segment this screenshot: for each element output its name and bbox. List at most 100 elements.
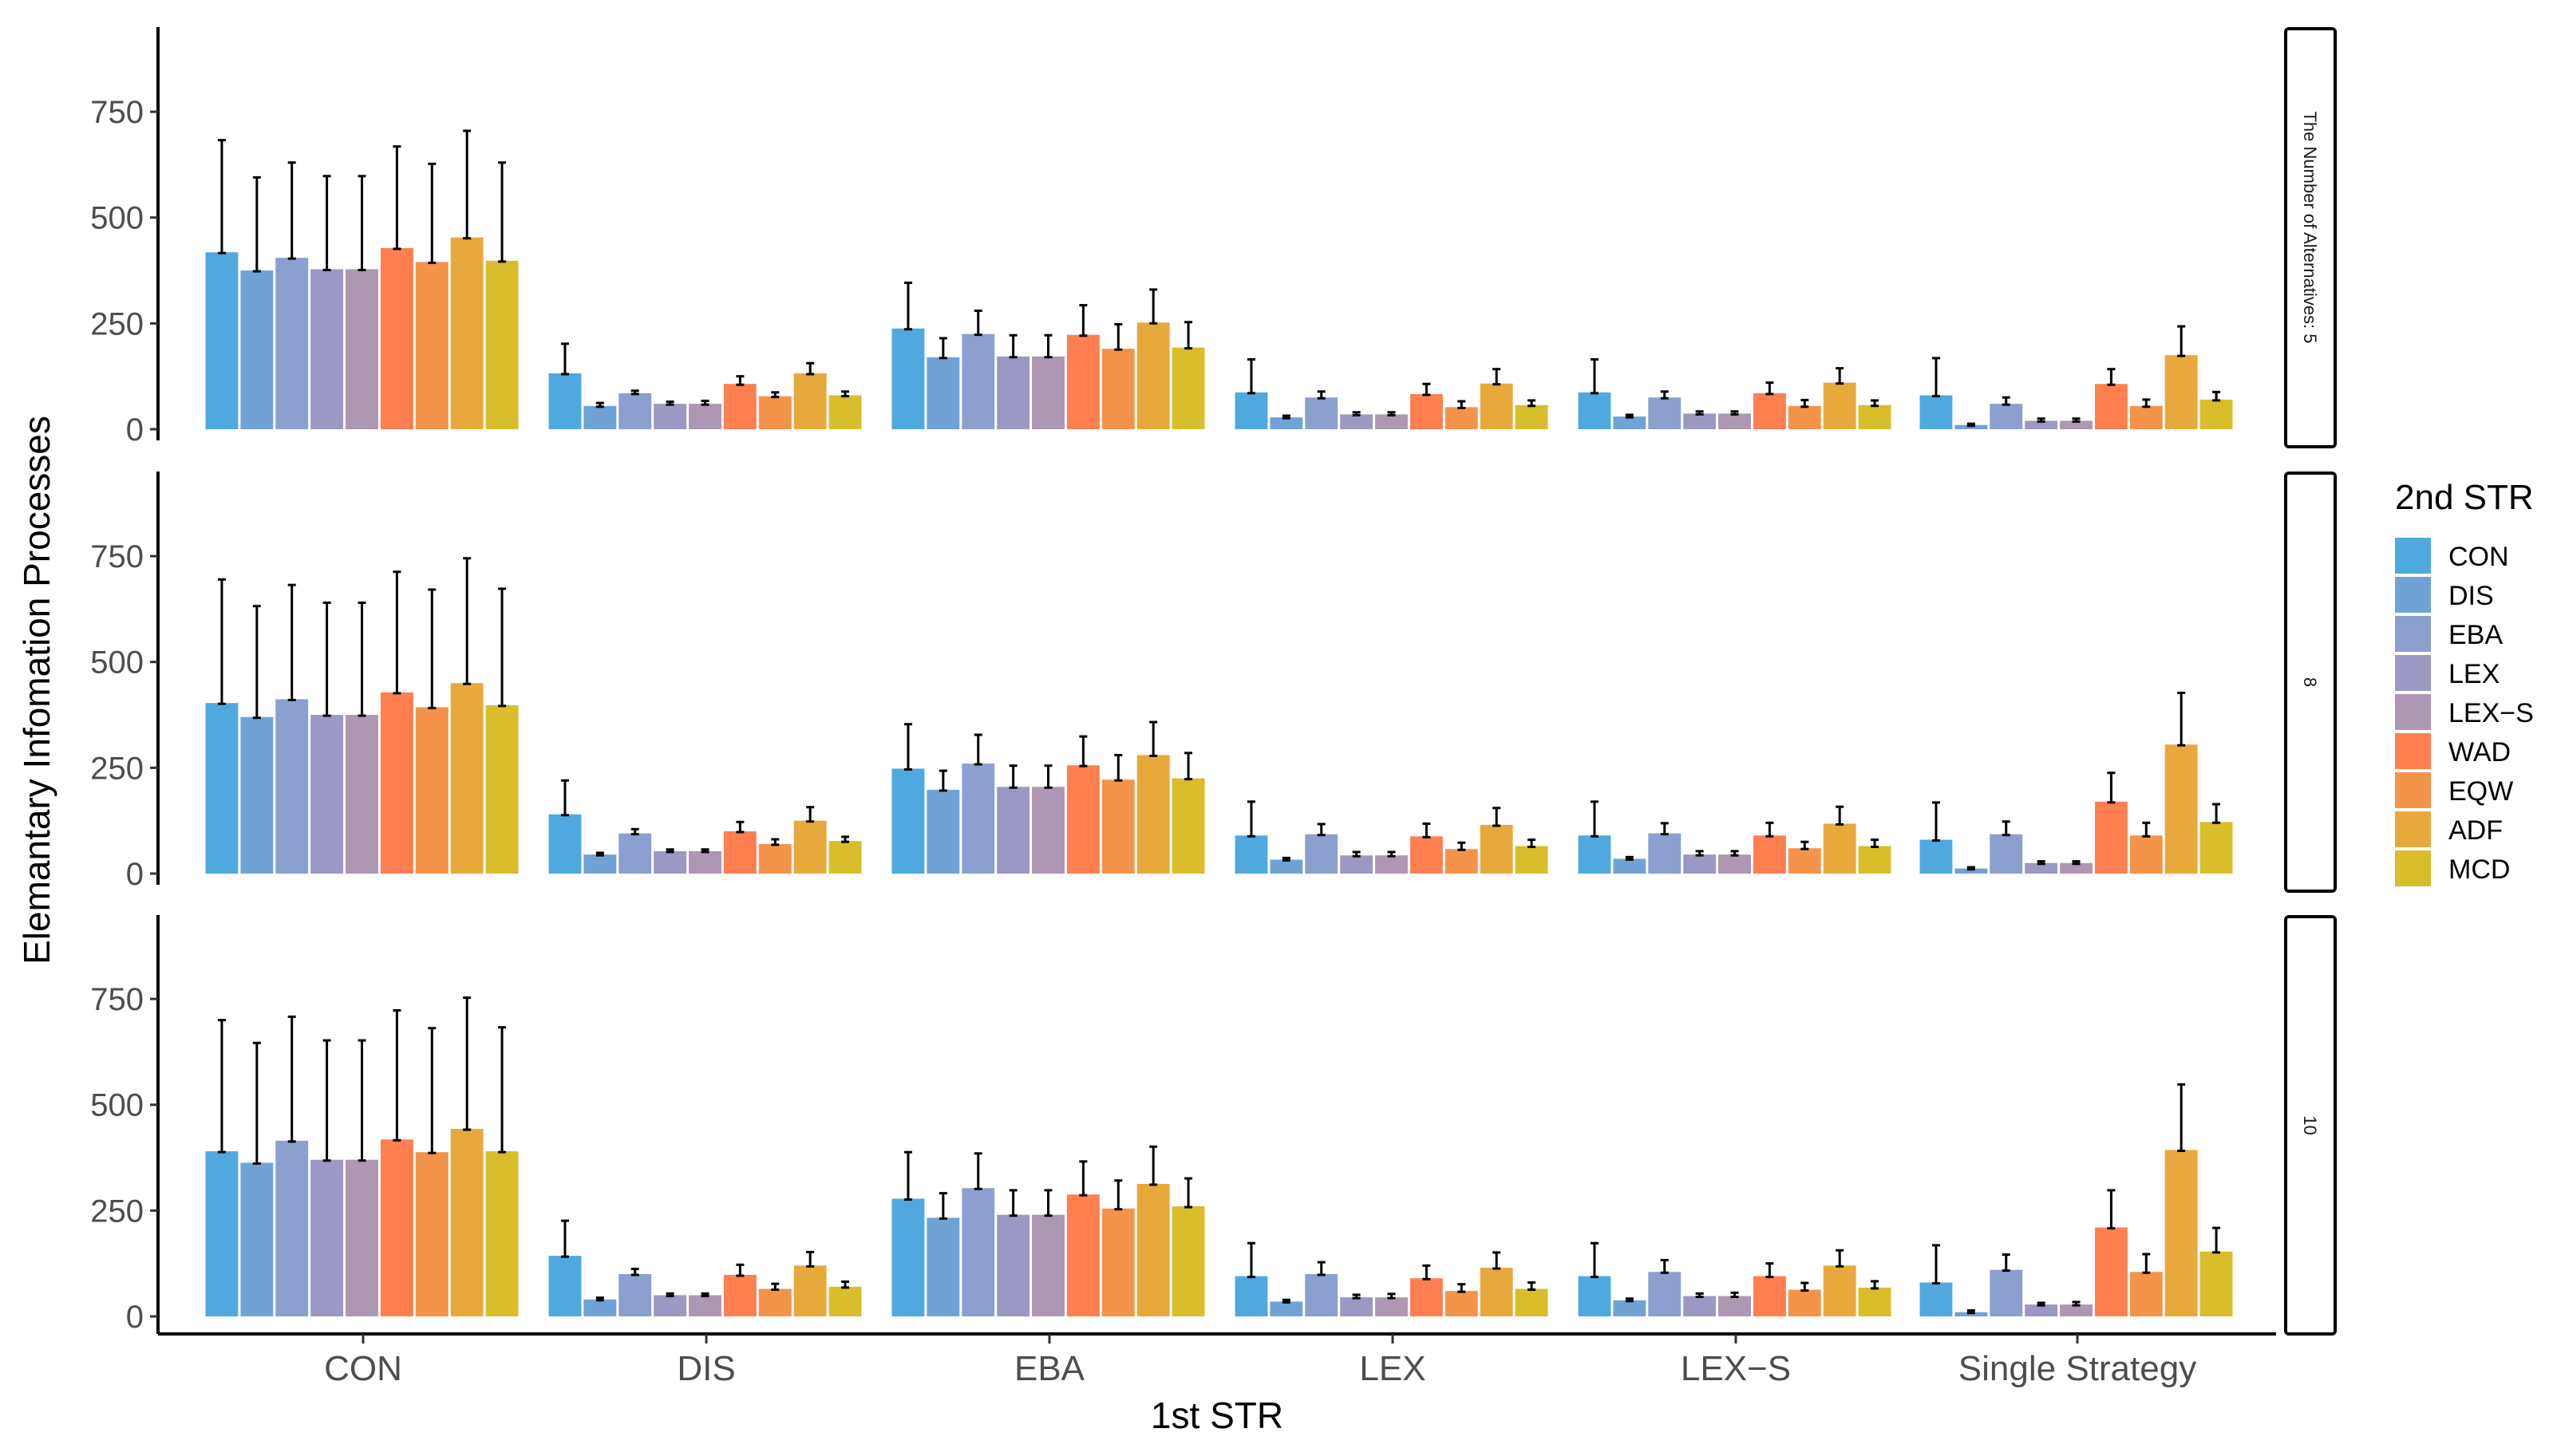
bar-eba-eqw (1101, 779, 1135, 874)
legend-label: MCD (2448, 854, 2510, 885)
bar-eba-con (891, 1198, 925, 1316)
bar-lex-adf (1480, 824, 1513, 874)
x-tick-label: DIS (677, 1349, 735, 1388)
bar-eba-wad (1066, 1194, 1100, 1316)
bar-dis-eba (619, 833, 652, 874)
bar-single-strategy-lex-s (2060, 420, 2093, 429)
bar-eba-eqw (1101, 1208, 1135, 1316)
bar-con-mcd (485, 704, 519, 874)
bar-lex-s-mcd (1858, 846, 1891, 874)
bar-con-wad (380, 692, 413, 874)
bar-lex-con (1235, 835, 1268, 874)
bar-lex-s-con (1578, 835, 1611, 874)
bar-lex-mcd (1515, 1288, 1548, 1316)
bar-dis-eqw (758, 843, 792, 874)
bar-con-wad (380, 1139, 413, 1316)
bar-con-lex (310, 1159, 344, 1316)
y-tick-label: 250 (90, 306, 144, 341)
bar-con-con (205, 703, 239, 874)
bar-con-eba (275, 1140, 309, 1316)
bar-dis-mcd (828, 841, 862, 874)
bar-lex-s-adf (1823, 382, 1856, 429)
bar-con-adf (450, 683, 484, 874)
bar-dis-eba (619, 1273, 652, 1316)
x-tick-label: Single Strategy (1958, 1349, 2196, 1388)
legend: 2nd STR CON DIS EBA LEX LEX−S WAD EQW ADF MCD (2395, 478, 2534, 886)
x-tick-label: LEX−S (1681, 1349, 1791, 1388)
bar-single-strategy-eba (1990, 404, 2023, 429)
bar-con-eba (275, 258, 309, 429)
legend-key (2395, 577, 2431, 613)
legend-key (2395, 538, 2431, 574)
bar-dis-adf (793, 1265, 827, 1316)
bar-dis-eqw (758, 396, 792, 429)
bar-lex-con (1235, 392, 1268, 429)
y-tick-label: 0 (126, 412, 144, 448)
bar-con-lex (310, 715, 344, 874)
bar-single-strategy-con (1919, 839, 1953, 874)
bar-lex-s-con (1578, 1276, 1611, 1316)
y-tick-label: 500 (90, 1088, 144, 1123)
bar-single-strategy-adf (2164, 1150, 2198, 1316)
y-tick-label: 250 (90, 751, 144, 786)
bar-dis-dis (583, 1299, 617, 1316)
panel-2: 0 250 500 750 8 (90, 472, 2337, 893)
bar-single-strategy-lex (2025, 420, 2058, 429)
bar-lex-s-lex (1683, 413, 1717, 429)
bar-single-strategy-con (1919, 1282, 1953, 1316)
bar-dis-adf (793, 373, 827, 429)
y-tick-label: 500 (90, 201, 144, 236)
bar-con-wad (380, 247, 413, 429)
bar-eba-eba (962, 333, 995, 429)
bar-single-strategy-wad (2094, 384, 2128, 429)
bar-eba-mcd (1172, 1206, 1205, 1316)
bar-con-adf (450, 237, 484, 429)
bar-lex-eba (1305, 834, 1338, 874)
bar-eba-lex (997, 787, 1030, 874)
x-axis-title: 1st STR (1151, 1395, 1283, 1436)
bar-eba-mcd (1172, 347, 1205, 429)
bar-lex-s-wad (1753, 835, 1786, 874)
bar-single-strategy-lex (2025, 1304, 2058, 1316)
bar-lex-s-lex-s (1718, 1296, 1751, 1316)
bar-lex-s-adf (1823, 1265, 1856, 1316)
y-tick-label: 750 (90, 95, 144, 130)
bar-single-strategy-wad (2094, 1227, 2128, 1316)
bar-dis-wad (723, 384, 757, 429)
bar-eba-dis (927, 357, 960, 429)
bar-eba-con (891, 768, 925, 874)
bar-dis-lex-s (689, 850, 721, 874)
bar-dis-wad (723, 831, 757, 874)
legend-key (2395, 694, 2431, 730)
bar-dis-con (548, 373, 582, 429)
bar-eba-lex-s (1032, 787, 1065, 874)
bar-lex-s-eba (1648, 397, 1682, 429)
bar-lex-s-wad (1753, 393, 1786, 429)
bar-eba-eba (962, 764, 995, 874)
bar-con-lex-s (346, 269, 378, 429)
bar-con-lex (310, 269, 344, 429)
bar-lex-s-eba (1648, 833, 1682, 874)
facet-strip-label: 8 (2300, 677, 2320, 687)
bar-dis-wad (723, 1275, 757, 1316)
bar-dis-lex (654, 404, 687, 429)
bar-eba-lex (997, 1214, 1030, 1316)
bar-lex-s-adf (1823, 823, 1856, 874)
bar-lex-eba (1305, 397, 1338, 429)
bar-lex-s-lex-s (1718, 854, 1751, 874)
bar-dis-dis (583, 405, 617, 429)
bar-lex-eqw (1445, 1291, 1478, 1316)
bar-single-strategy-eqw (2129, 1272, 2163, 1316)
bar-con-con (205, 252, 239, 429)
bar-dis-dis (583, 854, 617, 874)
bar-lex-eqw (1445, 849, 1478, 874)
bar-eba-dis (927, 1217, 960, 1316)
bar-single-strategy-wad (2094, 801, 2128, 874)
bar-con-con (205, 1151, 239, 1316)
bar-eba-eba (962, 1188, 995, 1316)
facet-strip (2284, 915, 2337, 1336)
bar-lex-lex (1340, 855, 1373, 874)
bar-eba-lex-s (1032, 356, 1065, 429)
bar-eba-lex-s (1032, 1214, 1065, 1316)
